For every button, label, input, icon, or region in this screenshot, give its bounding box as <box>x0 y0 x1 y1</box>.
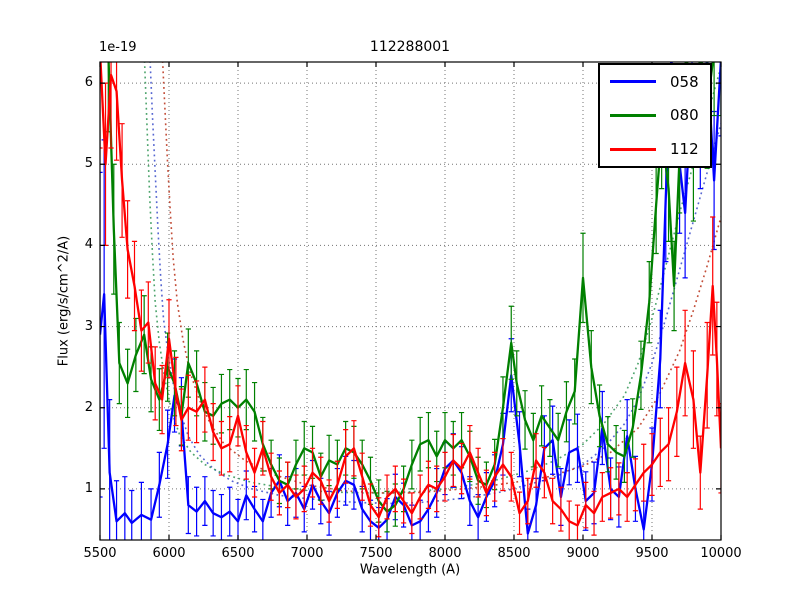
y-tick-label: 3 <box>84 318 93 334</box>
x-tick-label: 8500 <box>497 546 531 561</box>
legend-line-red <box>610 147 656 151</box>
y-tick-label: 4 <box>84 237 93 253</box>
plot-title: 112288001 <box>369 39 451 55</box>
y-axis-label: Flux (erg/s/cm^2/A) <box>56 235 72 367</box>
x-tick-label: 7000 <box>290 546 324 561</box>
x-tick-label: 10000 <box>700 546 742 561</box>
y-axis-offset-label: 1e-19 <box>99 40 137 55</box>
legend-item-112: 112 <box>600 140 710 158</box>
legend-item-058: 058 <box>600 73 710 91</box>
model-058-model-dotted-line <box>149 62 721 505</box>
legend-label: 058 <box>670 72 699 91</box>
legend-label: 080 <box>670 106 699 125</box>
x-tick-label: 6500 <box>221 546 255 561</box>
errorbar-series <box>100 62 721 540</box>
x-tick-label: 7500 <box>359 546 393 561</box>
legend-item-080: 080 <box>600 106 710 124</box>
axes-frame <box>99 61 722 541</box>
x-tick-label: 6000 <box>152 546 186 561</box>
y-tick-label: 5 <box>84 156 93 172</box>
x-tick-label: 8000 <box>428 546 462 561</box>
legend-box: 058 080 112 <box>598 63 712 168</box>
y-tick-label: 6 <box>84 75 93 91</box>
x-tick-label: 9000 <box>566 546 600 561</box>
legend-line-green <box>610 113 656 117</box>
y-tick-label: 2 <box>84 399 93 415</box>
legend-line-blue <box>610 80 656 84</box>
model-dotted-curves <box>143 62 721 505</box>
x-tick-label: 9500 <box>635 546 669 561</box>
y-tick-label: 1 <box>84 480 93 496</box>
series-112-line <box>100 62 721 527</box>
x-tick-label: 5500 <box>83 546 117 561</box>
legend-label: 112 <box>670 140 699 159</box>
x-axis-label: Wavelength (A) <box>359 562 461 578</box>
model-112-model-dotted-line <box>161 62 721 494</box>
